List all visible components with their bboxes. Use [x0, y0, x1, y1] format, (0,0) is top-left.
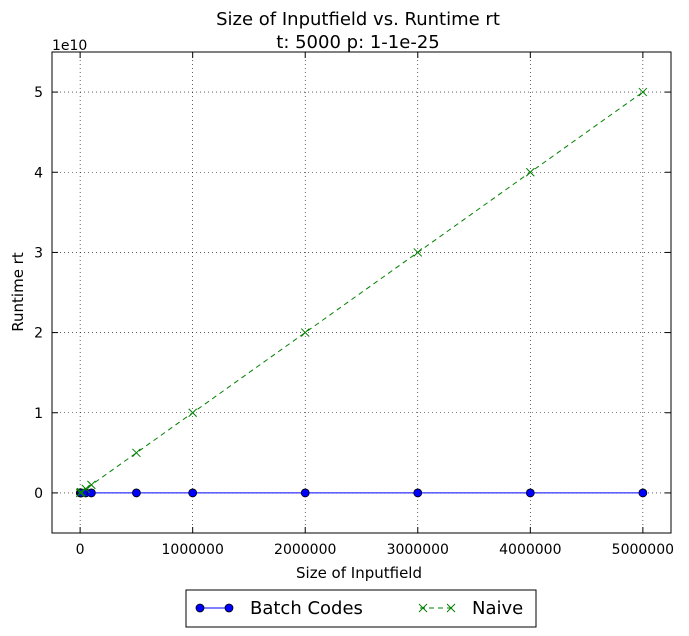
x-tick-label: 4000000: [499, 542, 561, 558]
data-point-naive: [638, 87, 648, 97]
legend-marker-naive-end: [446, 603, 456, 613]
data-point-naive: [525, 167, 535, 177]
data-point-naive: [413, 248, 423, 257]
data-point-naive: [87, 480, 96, 490]
y-tick-label: 3: [34, 245, 43, 261]
data-point-naive: [300, 328, 310, 337]
data-point-naive: [76, 487, 86, 497]
data-point-batch-codes: [86, 488, 96, 498]
data-point-batch-codes: [413, 488, 423, 498]
y-axis-label: Runtime rt: [9, 252, 27, 332]
plot-frame: [51, 51, 672, 534]
x-tick-label: 1000000: [162, 542, 224, 558]
ticks: 0 1000000 2000000 3000000 4000000 5000000 0 1 2 3…: [34, 52, 674, 558]
x-tick-label: 5000000: [612, 542, 674, 558]
data-point-naive: [188, 408, 198, 418]
chart-title-line2: t: 5000 p: 1-1e-25: [276, 32, 439, 53]
grid: [52, 52, 671, 533]
chart-title-line1: Size of Inputfield vs. Runtime rt: [216, 9, 500, 30]
y-offset-label: 1e10: [52, 38, 87, 54]
data-point-batch-codes: [188, 488, 198, 498]
x-tick-label: 3000000: [387, 542, 449, 558]
data-point-batch-codes: [638, 488, 648, 498]
series-layer: [75, 87, 648, 498]
legend-marker-naive: [418, 603, 428, 613]
data-point-batch-codes: [525, 488, 535, 498]
y-tick-label: 1: [34, 406, 43, 422]
y-tick-label: 4: [34, 165, 43, 181]
y-tick-label: 0: [34, 486, 43, 502]
x-tick-label: 2000000: [274, 542, 336, 558]
legend-marker-batch-codes: [195, 603, 205, 613]
y-tick-label: 5: [34, 85, 43, 101]
data-point-naive: [81, 484, 91, 494]
x-tick-label: 0: [76, 542, 85, 558]
data-point-batch-codes: [132, 488, 141, 498]
legend-label-naive: Naive: [472, 598, 523, 619]
y-tick-label: 2: [34, 326, 43, 342]
legend: Batch Codes Naive: [185, 589, 537, 628]
legend-box: [185, 589, 537, 628]
series-line-naive: [79, 91, 644, 494]
data-point-naive: [132, 448, 141, 458]
x-axis-label: Size of Inputfield: [296, 564, 422, 582]
data-point-batch-codes: [300, 488, 310, 498]
legend-label-batch-codes: Batch Codes: [250, 598, 363, 619]
legend-marker-batch-codes-end: [224, 603, 234, 613]
